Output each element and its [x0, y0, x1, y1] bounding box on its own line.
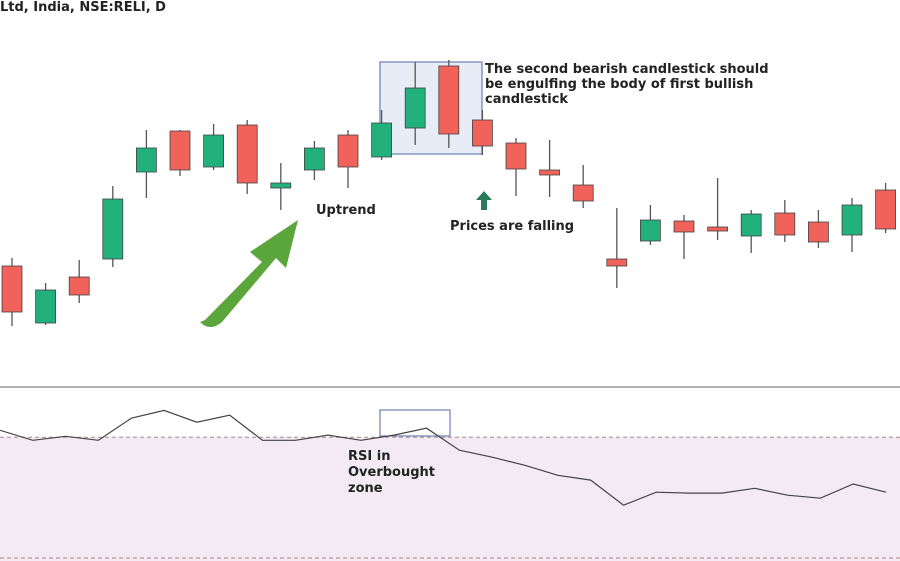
candle-body — [337, 134, 359, 168]
candle-body — [169, 130, 191, 171]
annotation: The second bearish candlestick should — [485, 62, 769, 77]
annotation: Overbought — [348, 465, 435, 480]
rsi-line — [0, 409, 887, 506]
highlight-box — [379, 61, 483, 155]
candle-body — [539, 169, 560, 176]
candle-body — [371, 122, 393, 158]
candle-body — [1, 265, 23, 313]
annotation: Prices are falling — [450, 219, 574, 234]
candle-body — [236, 124, 258, 184]
candle-body — [875, 189, 896, 230]
candle-body — [673, 220, 695, 233]
candle-body — [68, 276, 90, 296]
chart-title: Ltd, India, NSE:RELI, D — [0, 0, 166, 15]
annotation: candlestick — [485, 92, 568, 107]
candle-body — [270, 182, 292, 189]
candle-body — [303, 147, 325, 171]
candle-body — [606, 258, 628, 267]
candle-body — [572, 184, 594, 202]
uptrend-arrow — [200, 220, 298, 327]
candle-body — [135, 147, 157, 173]
candle-body — [35, 289, 56, 324]
rsi-zone — [0, 437, 900, 561]
candle-body — [640, 219, 661, 242]
highlight-box — [379, 409, 451, 437]
candle-body — [102, 198, 124, 260]
annotation: zone — [348, 481, 383, 496]
candle-body — [471, 119, 493, 147]
candle-body — [203, 134, 225, 168]
candle-body — [774, 212, 796, 236]
candle-body — [404, 87, 426, 129]
annotation: Uptrend — [316, 203, 376, 218]
candle-body — [438, 65, 460, 135]
annotation: RSI in — [348, 449, 390, 464]
candle-body — [505, 142, 527, 170]
candle-body — [740, 213, 762, 237]
falling-arrow — [476, 191, 492, 210]
candle-body — [841, 204, 863, 236]
candle-body — [707, 226, 728, 232]
candle-body — [808, 221, 829, 243]
annotation: be engulfing the body of first bullish — [485, 77, 753, 92]
